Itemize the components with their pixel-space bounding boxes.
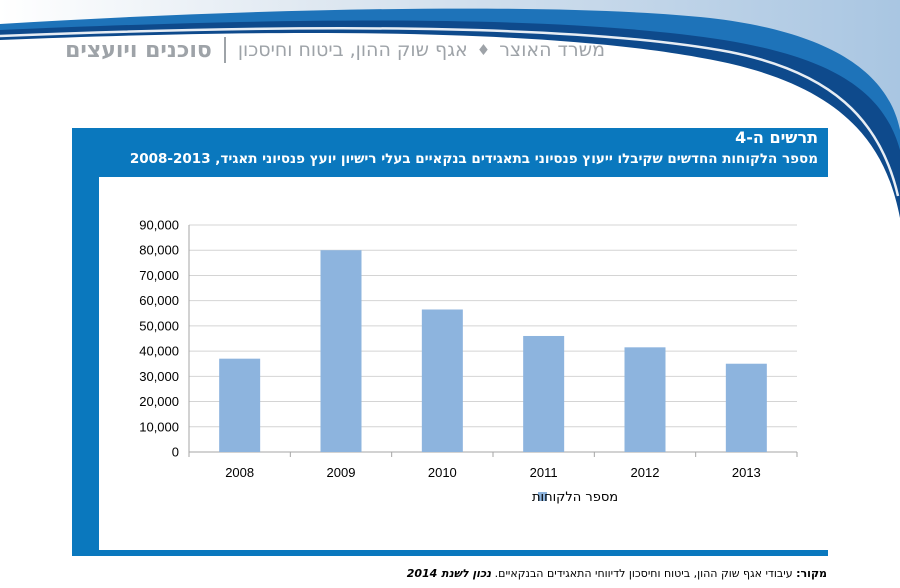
source-text: עיבודי אגף שוק ההון, ביטוח וחיסכון לדיוו… (494, 567, 793, 580)
x-tick-label: 2008 (225, 465, 254, 480)
header-light-band (0, 0, 900, 150)
figure-frame: תרשים ה-4 מספר הלקוחות החדשים שקיבלו ייע… (72, 128, 828, 556)
header-wave-background (0, 0, 900, 219)
header-white-stripe (0, 27, 900, 197)
header-dark-wave (0, 10, 900, 219)
source-note: מקור: עיבודי אגף שוק ההון, ביטוח וחיסכון… (407, 567, 827, 580)
y-tick-label: 30,000 (139, 369, 179, 384)
bar-2011 (523, 335, 565, 452)
y-tick-label: 80,000 (139, 243, 179, 258)
x-tick-label: 2012 (631, 465, 660, 480)
y-tick-label: 0 (172, 445, 179, 460)
diamond-icon: ♦ (476, 41, 491, 59)
legend-label: מספר הלקוחות (532, 490, 618, 505)
source-label: מקור: (796, 567, 827, 580)
x-tick-label: 2013 (732, 465, 761, 480)
x-tick-label: 2009 (327, 465, 356, 480)
y-tick-label: 60,000 (139, 293, 179, 308)
header-separator (223, 37, 226, 63)
header-title-bar: משרד האוצר ♦ אגף שוק ההון, ביטוח וחיסכון… (40, 33, 605, 67)
figure-label: תרשים ה-4 (735, 128, 818, 147)
source-date: נכון לשנת 2014 (406, 567, 492, 580)
y-tick-label: 90,000 (139, 218, 179, 233)
section-title: סוכנים ויועצים (65, 37, 212, 63)
bar-chart: 0 10,000 20,000 30,000 40,000 50,000 60,000 70,… (139, 218, 798, 505)
y-tick-label: 50,000 (139, 318, 179, 333)
header-mid-wave (0, 8, 900, 151)
y-tick-label: 70,000 (139, 268, 179, 283)
chart-panel: 0 10,000 20,000 30,000 40,000 50,000 60,000 70,… (99, 177, 828, 550)
x-tick-label: 2011 (530, 465, 558, 480)
legend-swatch (538, 492, 547, 501)
y-tick-label: 10,000 (139, 419, 179, 434)
division-name: אגף שוק ההון, ביטוח וחיסכון (237, 39, 468, 61)
ministry-name: משרד האוצר (499, 39, 605, 61)
figure-title: מספר הלקוחות החדשים שקיבלו ייעוץ פנסיוני… (129, 151, 818, 167)
y-tick-label: 20,000 (139, 394, 179, 409)
x-tick-label: 2010 (428, 465, 457, 480)
bar-2010 (421, 309, 463, 452)
bar-2008 (219, 358, 261, 452)
plot-area (189, 225, 797, 452)
y-tick-label: 40,000 (139, 344, 179, 359)
bar-2012 (624, 347, 666, 452)
bar-2009 (320, 250, 362, 452)
bar-2013 (725, 363, 767, 452)
